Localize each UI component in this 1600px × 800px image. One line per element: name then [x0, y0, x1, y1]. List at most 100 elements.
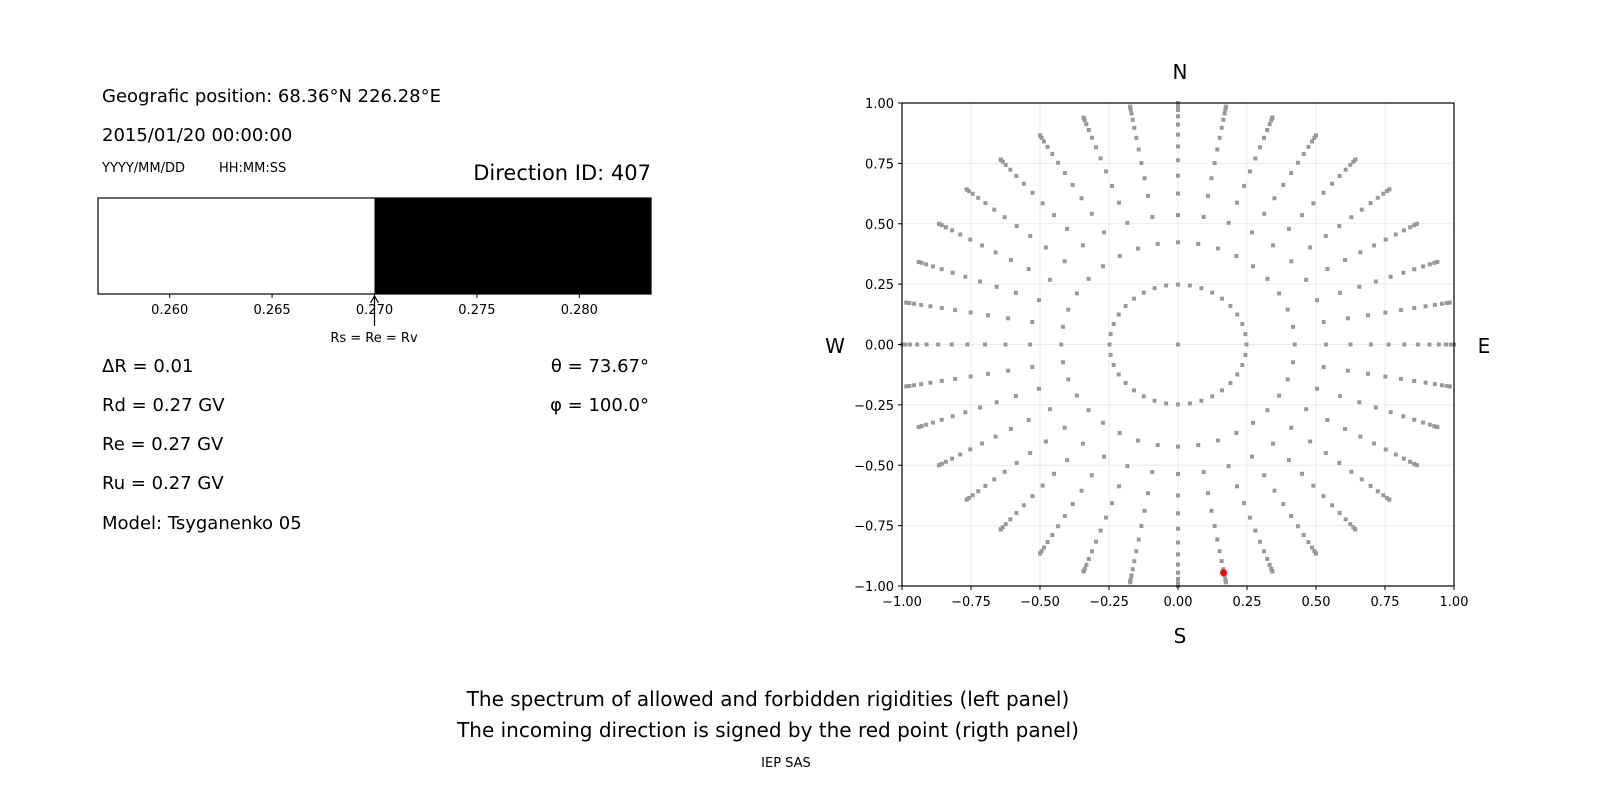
direction-point [1209, 176, 1214, 181]
y-tick-label: −0.75 [854, 520, 894, 535]
direction-point [1008, 426, 1013, 431]
direction-point [1248, 169, 1253, 174]
direction-point [1123, 304, 1128, 309]
direction-point [1219, 125, 1224, 130]
direction-point [1215, 246, 1220, 251]
direction-point [1309, 139, 1314, 144]
direction-point [1028, 233, 1033, 238]
direction-point [1134, 549, 1139, 554]
direction-point [1042, 545, 1047, 550]
direction-point [924, 422, 929, 427]
marker-arrow-head [369, 294, 380, 304]
direction-point [1267, 122, 1272, 127]
direction-point [1030, 190, 1035, 195]
direction-point [924, 262, 929, 267]
x-tick-label: 0.00 [1164, 595, 1193, 610]
direction-point [1358, 434, 1363, 439]
direction-point [1152, 398, 1157, 403]
direction-point [1383, 374, 1388, 379]
direction-point [1014, 511, 1019, 516]
direction-point [1196, 443, 1201, 448]
direction-point [907, 383, 912, 388]
direction-point [967, 189, 972, 194]
re-value: Re = 0.27 GV [102, 434, 224, 455]
direction-point [1421, 420, 1426, 425]
direction-point [939, 306, 944, 311]
direction-point [968, 447, 973, 452]
direction-point [1082, 566, 1087, 571]
direction-point [1321, 494, 1326, 499]
direction-point [1040, 201, 1045, 206]
direction-point [1108, 352, 1113, 357]
direction-point [1196, 241, 1201, 246]
direction-point [1415, 463, 1420, 468]
y-tick-label: 0.00 [865, 339, 894, 354]
direction-point [1359, 477, 1364, 482]
direction-point [1337, 460, 1342, 465]
direction-point [1371, 243, 1376, 248]
x-tick-label: 0.260 [151, 303, 188, 318]
direction-point [1002, 469, 1007, 474]
direction-point [1084, 562, 1089, 567]
direction-point [1267, 562, 1272, 567]
direction-point [1117, 200, 1122, 205]
direction-point [1290, 324, 1295, 329]
direction-point [1221, 117, 1226, 122]
direction-point [939, 417, 944, 422]
direction-point [950, 414, 955, 419]
direction-point [1439, 301, 1444, 306]
direction-point [1401, 228, 1406, 233]
direction-point [1295, 160, 1300, 165]
direction-point [998, 157, 1003, 162]
direction-point [1125, 464, 1130, 469]
direction-point [1325, 267, 1330, 272]
direction-point [1448, 342, 1453, 347]
direction-point [968, 374, 973, 379]
direction-point [1176, 103, 1180, 108]
direction-point [1234, 430, 1239, 435]
direction-point [1271, 243, 1276, 248]
direction-point [994, 400, 999, 405]
direction-point [1100, 420, 1105, 425]
x-tick-label: 0.50 [1302, 595, 1331, 610]
direction-point [1107, 342, 1112, 347]
datetime: 2015/01/20 00:00:00 [102, 125, 293, 146]
direction-point [1043, 245, 1048, 250]
direction-point [1269, 566, 1274, 571]
direction-point [1271, 441, 1276, 446]
direction-point [1028, 342, 1033, 347]
direction-point [1176, 240, 1180, 245]
direction-point [1272, 196, 1277, 201]
direction-point [1368, 483, 1373, 488]
direction-point [1349, 215, 1354, 220]
direction-point [1412, 461, 1417, 466]
direction-point [1176, 471, 1180, 476]
direction-point [1235, 372, 1240, 377]
direction-point [1047, 277, 1052, 282]
direction-point [1365, 313, 1370, 318]
direction-point [1308, 245, 1313, 250]
direction-point [1241, 501, 1246, 506]
direction-point [1258, 145, 1263, 150]
direction-point [1059, 342, 1064, 347]
direction-point [1412, 378, 1417, 383]
direction-point [1323, 451, 1328, 456]
direction-point [1235, 312, 1240, 317]
direction-point [1311, 201, 1316, 206]
direction-point [1265, 276, 1270, 281]
direction-point [1251, 420, 1256, 425]
direction-point [1132, 296, 1137, 301]
direction-point [1030, 320, 1035, 325]
direction-point [1308, 439, 1313, 444]
direction-point [1223, 104, 1228, 109]
direction-point [1006, 316, 1011, 321]
direction-point [958, 452, 963, 457]
direction-point [1244, 342, 1249, 347]
direction-point [964, 187, 969, 192]
x-tick-label: −0.50 [1020, 595, 1060, 610]
direction-point [1117, 430, 1122, 435]
direction-point [1164, 401, 1169, 406]
direction-point [1286, 226, 1291, 231]
direction-point [1345, 316, 1350, 321]
